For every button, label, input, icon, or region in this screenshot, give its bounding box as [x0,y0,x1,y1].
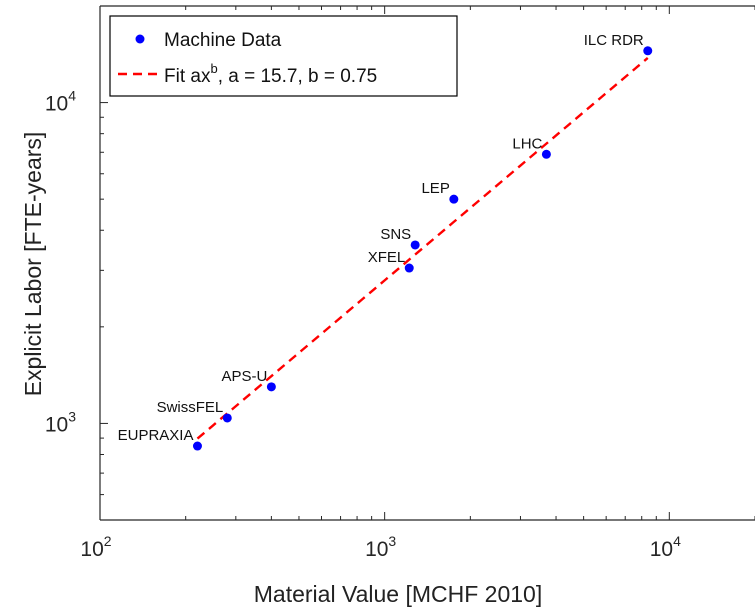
legend-box [109,15,458,97]
data-point-sns [410,240,420,250]
legend-fit-suffix: , a = 15.7, b = 0.75 [218,66,378,87]
point-label-xfel: XFEL [368,249,406,266]
y-tick-label: 104 [45,88,76,116]
point-labels-layer: EUPRAXIA SwissFEL APS-U XFEL SNS LEP LHC ILC RD… [118,32,644,444]
x-tick-label: 103 [365,533,396,561]
legend-fit-prefix: Fit ax [164,66,211,87]
x-tick-label: 104 [650,533,681,561]
point-label-sns: SNS [380,226,411,243]
y-axis-label: Explicit Labor [FTE-years] [20,132,46,397]
point-label-lep: LEP [421,180,449,197]
data-point-eupraxia [192,441,202,451]
legend-marker-machine-data [135,34,145,44]
y-tick-label: 103 [45,408,76,436]
data-point-swissfel [222,413,232,423]
fit-line-layer [196,57,649,440]
legend-fit-superscript: b [210,61,217,76]
x-tick-label: 102 [80,533,111,561]
point-label-lhc: LHC [512,135,542,152]
x-axis-label: Material Value [MCHF 2010] [254,581,542,607]
data-points-layer [192,46,653,451]
axes-layer: 102 103 104 103 104 [45,5,755,561]
point-label-eupraxia: EUPRAXIA [118,427,194,444]
legend: Machine Data Fit axb, a = 15.7, b = 0.75 [109,15,458,97]
data-point-ilc-rdr [643,46,653,56]
data-point-lep [449,194,459,204]
data-point-aps-u [266,382,276,392]
data-point-xfel [404,263,414,273]
data-point-lhc [541,149,551,159]
legend-label-fit: Fit axb, a = 15.7, b = 0.75 [164,61,377,87]
point-label-aps-u: APS-U [222,368,268,385]
fit-line [196,57,649,440]
point-label-swissfel: SwissFEL [157,399,224,416]
legend-label-machine-data: Machine Data [164,30,282,51]
point-label-ilc-rdr: ILC RDR [584,32,644,49]
